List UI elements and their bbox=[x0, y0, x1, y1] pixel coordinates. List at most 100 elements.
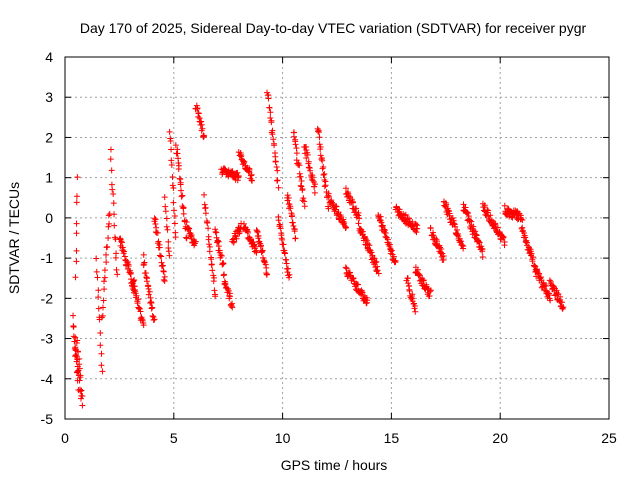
data-point bbox=[449, 214, 456, 221]
data-point bbox=[149, 304, 156, 311]
data-point bbox=[543, 282, 550, 289]
data-point bbox=[464, 210, 471, 217]
data-point bbox=[286, 271, 293, 278]
data-point bbox=[98, 350, 105, 357]
data-point bbox=[325, 205, 332, 212]
data-point bbox=[163, 215, 170, 222]
data-point bbox=[255, 239, 262, 246]
data-point bbox=[284, 192, 291, 199]
data-point bbox=[321, 171, 328, 178]
data-point bbox=[140, 322, 147, 329]
data-point bbox=[103, 244, 110, 251]
data-point bbox=[405, 280, 412, 287]
data-point bbox=[97, 329, 104, 336]
data-point bbox=[172, 142, 179, 149]
data-point bbox=[103, 259, 110, 266]
data-point bbox=[220, 272, 227, 279]
data-point bbox=[500, 234, 507, 241]
data-point bbox=[195, 110, 202, 117]
data-point bbox=[105, 235, 112, 242]
data-point bbox=[70, 333, 77, 340]
data-point bbox=[180, 210, 187, 217]
data-point bbox=[252, 243, 259, 250]
data-point bbox=[70, 312, 77, 319]
data-points bbox=[70, 89, 567, 409]
data-point bbox=[76, 377, 83, 384]
data-point bbox=[300, 195, 307, 202]
data-point bbox=[234, 169, 241, 176]
data-point bbox=[297, 182, 304, 189]
data-point bbox=[289, 212, 296, 219]
data-point bbox=[446, 210, 453, 217]
data-point bbox=[306, 164, 313, 171]
data-point bbox=[106, 220, 113, 227]
data-point bbox=[519, 216, 526, 223]
data-point bbox=[296, 162, 303, 169]
data-point bbox=[520, 229, 527, 236]
data-point bbox=[301, 198, 308, 205]
data-point bbox=[354, 211, 361, 218]
data-point bbox=[147, 294, 154, 301]
data-point bbox=[355, 209, 362, 216]
data-point bbox=[211, 274, 218, 281]
data-point bbox=[95, 287, 102, 294]
data-point bbox=[98, 362, 105, 369]
data-point bbox=[72, 334, 79, 341]
data-point bbox=[359, 289, 366, 296]
data-point bbox=[530, 254, 537, 261]
data-point bbox=[238, 151, 245, 158]
data-point bbox=[118, 238, 125, 245]
data-point bbox=[273, 164, 280, 171]
data-point bbox=[185, 226, 192, 233]
data-point bbox=[322, 182, 329, 189]
data-point bbox=[522, 238, 529, 245]
data-point bbox=[248, 171, 255, 178]
data-point bbox=[172, 234, 179, 241]
x-tick-label: 5 bbox=[170, 430, 178, 446]
data-point bbox=[361, 234, 368, 241]
data-point bbox=[453, 232, 460, 239]
data-point bbox=[177, 181, 184, 188]
data-point bbox=[388, 248, 395, 255]
data-point bbox=[247, 172, 254, 179]
data-point bbox=[110, 200, 117, 207]
data-point bbox=[118, 239, 125, 246]
data-point bbox=[156, 252, 163, 259]
data-point bbox=[285, 265, 292, 272]
data-point bbox=[334, 210, 341, 217]
data-point bbox=[236, 228, 243, 235]
data-point bbox=[198, 121, 205, 128]
data-point bbox=[481, 202, 488, 209]
data-point bbox=[319, 157, 326, 164]
data-point bbox=[79, 393, 86, 400]
data-point bbox=[136, 304, 143, 311]
data-point bbox=[152, 220, 159, 227]
data-point bbox=[170, 199, 177, 206]
data-point bbox=[150, 316, 157, 323]
data-point bbox=[388, 247, 395, 254]
data-point bbox=[154, 229, 161, 236]
data-point bbox=[496, 228, 503, 235]
data-point bbox=[249, 177, 256, 184]
data-point bbox=[220, 260, 227, 267]
data-point bbox=[411, 302, 418, 309]
data-point bbox=[420, 277, 427, 284]
data-point bbox=[93, 268, 100, 275]
data-point bbox=[559, 304, 566, 311]
data-point bbox=[342, 185, 349, 192]
chart-title: Day 170 of 2025, Sidereal Day-to-day VTE… bbox=[80, 20, 587, 36]
data-point bbox=[208, 261, 215, 268]
data-point bbox=[131, 276, 138, 283]
data-point bbox=[314, 128, 321, 135]
data-point bbox=[355, 281, 362, 288]
data-point bbox=[77, 388, 84, 395]
data-point bbox=[160, 276, 167, 283]
data-point bbox=[267, 115, 274, 122]
data-point bbox=[183, 235, 190, 242]
data-point bbox=[160, 262, 167, 269]
data-point bbox=[284, 197, 291, 204]
data-point bbox=[194, 105, 201, 112]
data-point bbox=[140, 251, 147, 258]
data-point bbox=[171, 220, 178, 227]
data-point bbox=[145, 291, 152, 298]
